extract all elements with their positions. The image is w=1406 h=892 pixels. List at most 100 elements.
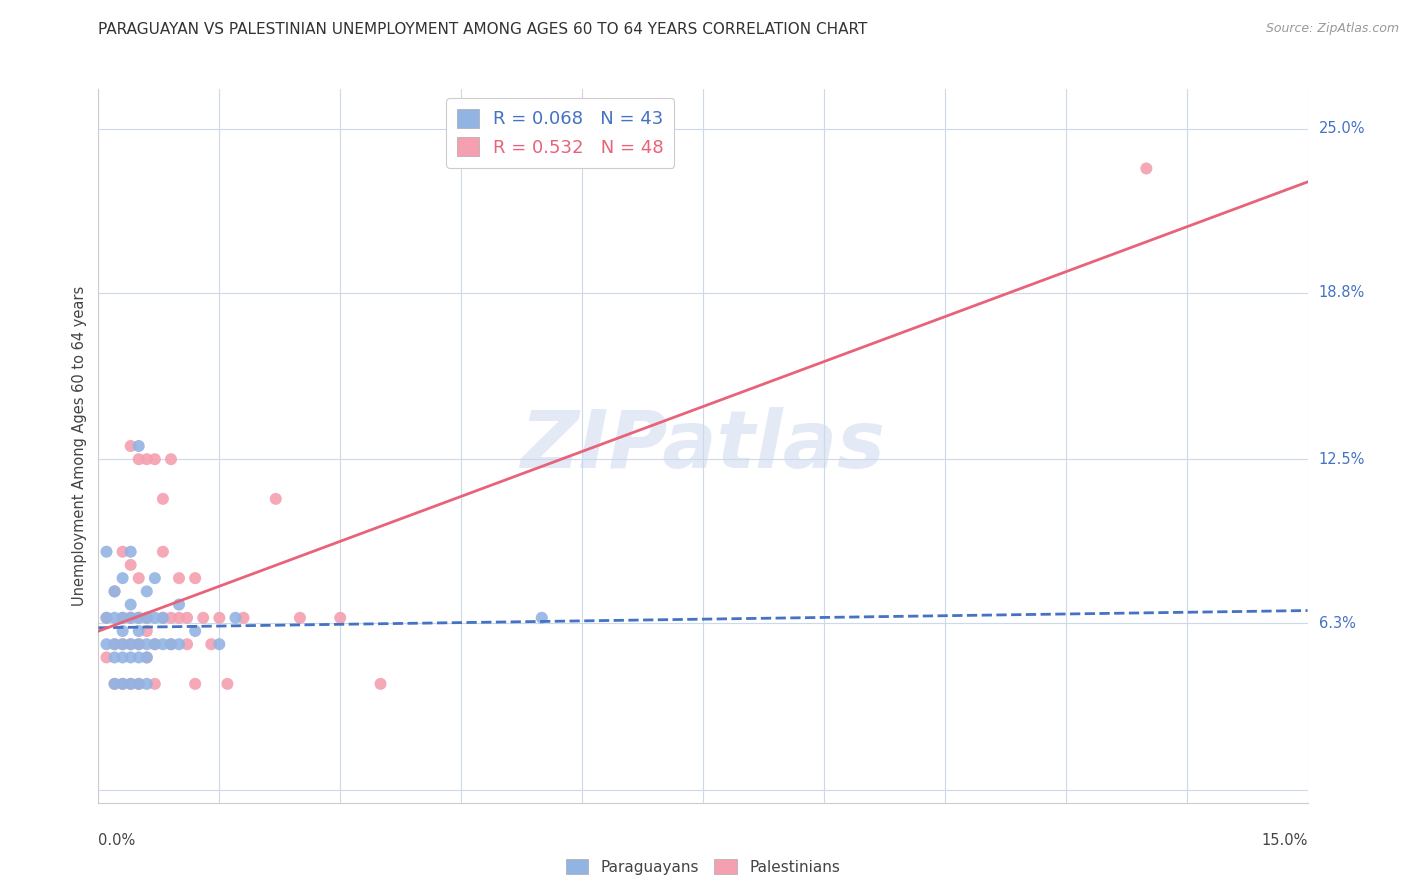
Point (370, 677, 392, 691)
Point (208, 637, 231, 651)
Point (152, 491, 174, 506)
Point (160, 452, 183, 467)
Point (264, 491, 287, 506)
Point (135, 677, 157, 691)
Point (1135, 161, 1157, 176)
Point (167, 611, 190, 625)
Point (96, 611, 118, 625)
Point (167, 637, 190, 651)
Point (103, 677, 125, 691)
Point (329, 611, 352, 625)
Text: 6.3%: 6.3% (1319, 615, 1355, 631)
Point (152, 637, 174, 651)
Point (111, 545, 134, 559)
Legend: Paraguayans, Palestinians: Paraguayans, Palestinians (560, 853, 846, 880)
Point (103, 677, 125, 691)
Point (143, 452, 166, 467)
Point (184, 624, 207, 638)
Point (200, 637, 222, 651)
Text: 18.8%: 18.8% (1319, 285, 1365, 301)
Point (128, 439, 150, 453)
Point (120, 545, 142, 559)
Point (128, 452, 150, 467)
Text: 12.5%: 12.5% (1319, 451, 1365, 467)
Text: 0.0%: 0.0% (98, 833, 135, 848)
Point (135, 611, 157, 625)
Text: Source: ZipAtlas.com: Source: ZipAtlas.com (1265, 22, 1399, 36)
Point (128, 677, 150, 691)
Point (103, 637, 125, 651)
Point (184, 677, 207, 691)
Point (224, 611, 246, 625)
Point (184, 571, 207, 585)
Point (143, 677, 166, 691)
Point (120, 650, 142, 665)
Point (111, 624, 134, 638)
Point (152, 545, 174, 559)
Point (135, 637, 157, 651)
Point (128, 624, 150, 638)
Point (120, 637, 142, 651)
Point (128, 637, 150, 651)
Point (128, 611, 150, 625)
Point (160, 637, 183, 651)
Point (96, 650, 118, 665)
Point (111, 571, 134, 585)
Point (111, 611, 134, 625)
Point (208, 611, 231, 625)
Point (103, 584, 125, 599)
Point (176, 637, 198, 651)
Point (120, 558, 142, 572)
Point (103, 637, 125, 651)
Point (288, 611, 311, 625)
Point (111, 650, 134, 665)
Point (152, 611, 174, 625)
Text: 15.0%: 15.0% (1261, 833, 1308, 848)
Text: PARAGUAYAN VS PALESTINIAN UNEMPLOYMENT AMONG AGES 60 TO 64 YEARS CORRELATION CHA: PARAGUAYAN VS PALESTINIAN UNEMPLOYMENT A… (98, 22, 868, 37)
Point (120, 611, 142, 625)
Point (111, 637, 134, 651)
Point (128, 677, 150, 691)
Point (143, 571, 166, 585)
Point (111, 677, 134, 691)
Point (120, 611, 142, 625)
Point (120, 637, 142, 651)
Point (103, 611, 125, 625)
Point (135, 650, 157, 665)
Point (103, 650, 125, 665)
Point (167, 571, 190, 585)
Point (128, 571, 150, 585)
Point (96, 545, 118, 559)
Point (167, 598, 190, 612)
Point (111, 637, 134, 651)
Point (176, 611, 198, 625)
Y-axis label: Unemployment Among Ages 60 to 64 years: Unemployment Among Ages 60 to 64 years (72, 285, 87, 607)
Point (128, 650, 150, 665)
Point (143, 637, 166, 651)
Point (193, 611, 215, 625)
Point (143, 637, 166, 651)
Point (160, 637, 183, 651)
Point (120, 439, 142, 453)
Point (96, 611, 118, 625)
Text: ZIPatlas: ZIPatlas (520, 407, 886, 485)
Point (111, 677, 134, 691)
Point (232, 611, 254, 625)
Point (103, 584, 125, 599)
Point (111, 611, 134, 625)
Point (152, 611, 174, 625)
Point (135, 611, 157, 625)
Point (120, 677, 142, 691)
Point (120, 677, 142, 691)
Point (135, 584, 157, 599)
Point (143, 611, 166, 625)
Point (135, 624, 157, 638)
Point (135, 650, 157, 665)
Point (530, 611, 553, 625)
Point (120, 598, 142, 612)
Point (128, 611, 150, 625)
Point (217, 677, 239, 691)
Point (135, 452, 157, 467)
Point (96, 637, 118, 651)
Point (128, 637, 150, 651)
